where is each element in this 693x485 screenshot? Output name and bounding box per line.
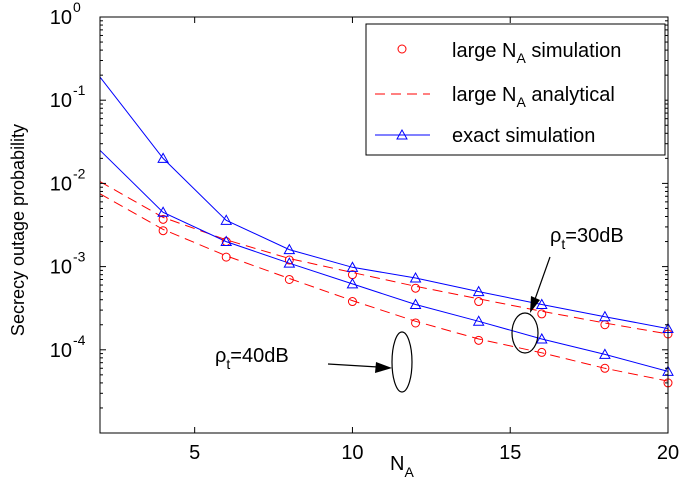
y-tick-label-exponent: -2 xyxy=(73,165,86,181)
annotation-40db-ellipse xyxy=(391,331,413,393)
y-tick-label-exponent: 0 xyxy=(73,0,81,15)
annotation-40db-rho: ρ xyxy=(215,345,226,367)
annotation-30db: ρt=30dB xyxy=(511,225,624,354)
data-point-large-simulation-40dB xyxy=(221,252,231,262)
y-axis-label: Secrecy outage probability xyxy=(8,124,28,336)
data-point-large-simulation-40dB xyxy=(347,297,357,307)
annotation-40db-label: ρt=40dB xyxy=(215,345,289,372)
legend-entry-2-sub: A xyxy=(516,94,526,110)
data-point-large-simulation-30dB xyxy=(474,297,484,307)
data-point-large-simulation-30dB xyxy=(158,214,168,224)
annotation-30db-sub: t xyxy=(561,236,565,252)
data-point-exact-40dB xyxy=(346,277,359,289)
data-point-large-simulation-40dB xyxy=(158,226,168,236)
legend-circle-marker-icon xyxy=(397,44,407,54)
annotation-30db-arrow-line xyxy=(533,256,551,303)
legend-entry-3: exact simulation xyxy=(452,125,595,147)
data-point-exact-30dB xyxy=(220,214,233,225)
data-point-large-simulation-40dB xyxy=(537,347,547,357)
series-line-exact-30dB xyxy=(100,76,668,330)
data-point-exact-30dB xyxy=(599,310,611,322)
annotation-30db-label: ρt=30dB xyxy=(550,225,624,252)
marker-layer xyxy=(157,152,674,388)
data-point-large-simulation-30dB xyxy=(284,255,294,265)
y-tick-label-exponent: -3 xyxy=(73,249,86,265)
x-tick-label: 20 xyxy=(657,442,679,464)
y-tick-label: 10 xyxy=(50,7,72,29)
y-tick-label-exponent: -1 xyxy=(73,82,86,98)
legend-entry-1-sub: A xyxy=(516,50,526,66)
x-tick-label: 10 xyxy=(341,442,363,464)
legend-triangle-marker-icon xyxy=(396,128,408,140)
series-layer xyxy=(100,76,668,382)
legend: large NA simulation large NA analytical … xyxy=(365,23,666,156)
data-point-exact-40dB xyxy=(409,298,422,310)
annotation-40db-sub: t xyxy=(226,356,230,372)
legend-entry-1-part1: large N xyxy=(452,40,516,62)
annotation-30db-arrowhead-icon xyxy=(530,296,540,313)
x-axis-label-sub: A xyxy=(404,464,414,480)
data-point-large-simulation-30dB xyxy=(537,309,547,319)
data-point-exact-30dB xyxy=(283,243,296,255)
legend-entry-2-part2: analytical xyxy=(526,84,615,106)
legend-entry-1-part2: simulation xyxy=(526,40,622,62)
data-point-exact-30dB xyxy=(346,261,359,272)
series-line-large-analytical-40dB xyxy=(100,193,668,382)
y-tick-label: 10 xyxy=(50,173,72,195)
legend-box xyxy=(365,23,666,156)
data-point-exact-40dB xyxy=(472,315,485,326)
data-point-exact-30dB xyxy=(409,271,422,283)
legend-entry-2: large NA analytical xyxy=(452,84,615,110)
data-point-large-simulation-40dB xyxy=(284,274,294,284)
x-tick-label: 15 xyxy=(499,442,521,464)
annotation-30db-rho: ρ xyxy=(550,225,561,247)
annotation-40db-arrowhead-icon xyxy=(375,362,392,373)
data-point-exact-40dB xyxy=(535,332,548,344)
data-point-large-simulation-40dB xyxy=(600,363,610,373)
y-tick-label: 10 xyxy=(50,90,72,112)
data-point-exact-40dB xyxy=(220,235,233,247)
annotation-30db-text: =30dB xyxy=(565,225,623,247)
x-axis-label-base: N xyxy=(390,453,404,475)
x-axis-label: NA xyxy=(390,453,414,480)
series-line-exact-40dB xyxy=(100,149,668,372)
y-tick-label: 10 xyxy=(50,257,72,279)
data-point-exact-30dB xyxy=(472,285,485,297)
data-point-exact-40dB xyxy=(157,206,169,217)
annotation-40db-arrow-line xyxy=(327,363,379,368)
plot-frame xyxy=(99,16,669,434)
y-tick-label-exponent: -4 xyxy=(73,332,86,348)
annotation-40db-text: =40dB xyxy=(230,345,288,367)
data-point-exact-40dB xyxy=(283,257,296,268)
x-tick-label: 5 xyxy=(189,442,200,464)
data-point-exact-40dB xyxy=(599,348,611,359)
y-tick-label: 10 xyxy=(50,340,72,362)
legend-entry-1: large NA simulation xyxy=(452,40,621,66)
data-point-large-simulation-40dB xyxy=(474,335,484,345)
data-point-exact-30dB xyxy=(157,152,169,163)
annotation-40db: ρt=40dB xyxy=(215,331,413,393)
legend-entry-2-part1: large N xyxy=(452,84,516,106)
data-point-large-simulation-30dB xyxy=(411,283,421,293)
data-point-exact-30dB xyxy=(535,298,548,310)
data-point-large-simulation-40dB xyxy=(411,318,421,328)
annotation-30db-ellipse xyxy=(511,312,539,354)
